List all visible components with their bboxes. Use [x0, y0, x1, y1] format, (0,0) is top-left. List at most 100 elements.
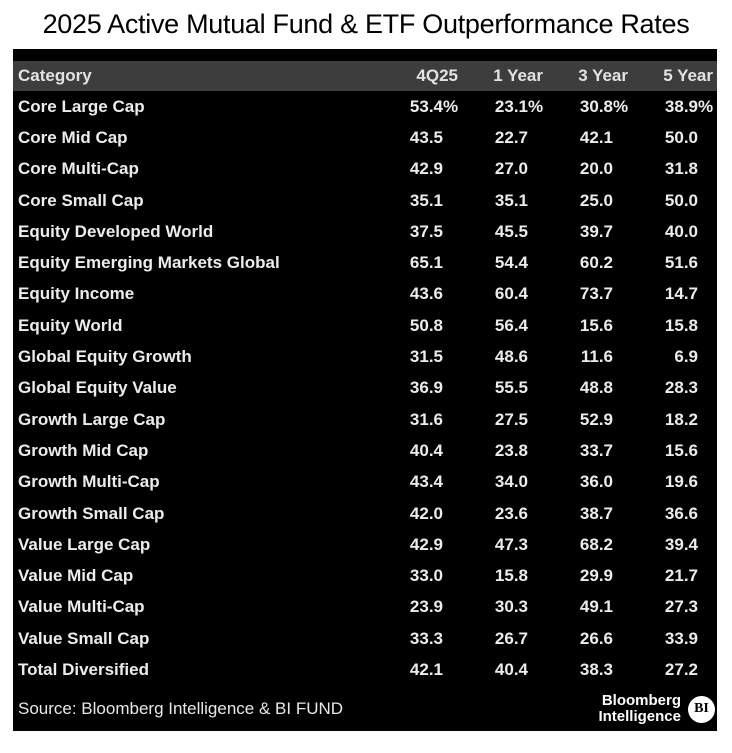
- value-cell: 42.9: [409, 159, 443, 179]
- category-cell: Growth Multi-Cap: [18, 472, 160, 492]
- category-cell: Core Mid Cap: [18, 127, 128, 147]
- category-cell: Equity Developed World: [18, 221, 214, 241]
- column-header-4q25: 4Q25: [416, 66, 458, 85]
- column-header-3-year: 3 Year: [578, 66, 628, 85]
- value-cell: 25.0: [579, 190, 613, 210]
- logo-wordmark: Bloomberg Intelligence: [598, 693, 681, 725]
- value-cell: 40.0: [664, 221, 698, 241]
- category-cell: Global Equity Value: [18, 378, 177, 398]
- value-cell: 38.3: [579, 659, 613, 679]
- table-row: Growth Large Cap 31.6 27.5 52.9 18.2: [13, 404, 717, 435]
- value-cell: 73.7: [579, 284, 613, 304]
- category-cell: Core Multi-Cap: [18, 159, 139, 179]
- value-cell: 36.9: [409, 378, 443, 398]
- value-cell: 15.8: [494, 566, 528, 586]
- category-cell: Growth Large Cap: [18, 409, 166, 429]
- value-cell: 15.6: [664, 440, 698, 460]
- value-cell: 21.7: [664, 566, 698, 586]
- value-cell: 29.9: [579, 566, 613, 586]
- column-header-1-year: 1 Year: [493, 66, 543, 85]
- value-cell: 35.1: [494, 190, 528, 210]
- value-cell: 22.7: [494, 127, 528, 147]
- table-row: Global Equity Growth 31.5 48.6 11.6 6.9: [13, 341, 717, 372]
- value-cell: 48.8: [579, 378, 613, 398]
- value-cell: 37.5: [409, 221, 443, 241]
- value-cell: 26.6: [579, 628, 613, 648]
- table-row: Growth Mid Cap 40.4 23.8 33.7 15.6: [13, 435, 717, 466]
- logo-line-2: Intelligence: [598, 708, 681, 725]
- bloomberg-intelligence-logo: Bloomberg Intelligence BI: [598, 693, 715, 725]
- table-row: Core Mid Cap 43.5 22.7 42.1 50.0: [13, 122, 717, 153]
- value-cell: 65.1: [409, 253, 443, 273]
- table-row: Core Multi-Cap 42.9 27.0 20.0 31.8: [13, 154, 717, 185]
- value-cell: 36.6: [664, 503, 698, 523]
- value-cell: 50.8: [409, 315, 443, 335]
- table-row: Value Mid Cap 33.0 15.8 29.9 21.7: [13, 560, 717, 591]
- value-cell: 43.4: [409, 472, 443, 492]
- value-cell: 42.0: [409, 503, 443, 523]
- category-cell: Core Small Cap: [18, 190, 144, 210]
- value-cell: 31.8: [664, 159, 698, 179]
- category-cell: Value Small Cap: [18, 628, 150, 648]
- source-note: Source: Bloomberg Intelligence & BI FUND: [18, 699, 344, 718]
- value-cell: 43.5: [409, 127, 443, 147]
- table-row: Global Equity Value 36.9 55.5 48.8 28.3: [13, 373, 717, 404]
- table-row: Equity Income 43.6 60.4 73.7 14.7: [13, 279, 717, 310]
- value-cell: 52.9: [579, 409, 613, 429]
- value-cell: 48.6: [494, 347, 528, 367]
- outperformance-table: Category 4Q25 1 Year 3 Year 5 Year Core …: [13, 49, 717, 731]
- value-cell: 60.4: [494, 284, 528, 304]
- value-cell: 39.4: [664, 534, 698, 554]
- table-header-row: Category 4Q25 1 Year 3 Year 5 Year: [13, 61, 717, 91]
- value-cell: 23.1%: [494, 96, 544, 116]
- value-cell: 50.0: [664, 190, 698, 210]
- category-cell: Equity Income: [18, 284, 135, 304]
- category-cell: Growth Small Cap: [18, 503, 165, 523]
- category-cell: Equity World: [18, 315, 123, 335]
- value-cell: 31.6: [409, 409, 443, 429]
- category-cell: Value Multi-Cap: [18, 597, 145, 617]
- category-cell: Global Equity Growth: [18, 347, 192, 367]
- value-cell: 50.0: [664, 127, 698, 147]
- value-cell: 53.4%: [409, 96, 459, 116]
- value-cell: 27.3: [664, 597, 698, 617]
- percent-sign: %: [443, 96, 459, 116]
- value-cell: 27.2: [664, 659, 698, 679]
- value-cell: 23.6: [494, 503, 528, 523]
- value-cell: 39.7: [579, 221, 613, 241]
- value-cell: 6.9: [674, 347, 698, 367]
- value-cell: 28.3: [664, 378, 698, 398]
- table-row: Core Large Cap 53.4% 23.1% 30.8% 38.9%: [13, 91, 717, 122]
- value-cell: 36.0: [579, 472, 613, 492]
- page-title: 2025 Active Mutual Fund & ETF Outperform…: [42, 9, 690, 39]
- column-header-5-year: 5 Year: [663, 66, 713, 85]
- category-cell: Value Large Cap: [18, 534, 151, 554]
- value-cell: 23.8: [494, 440, 528, 460]
- value-cell: 11.6: [580, 347, 613, 367]
- table-row: Value Multi-Cap 23.9 30.3 49.1 27.3: [13, 592, 717, 623]
- category-cell: Equity Emerging Markets Global: [18, 253, 280, 273]
- value-cell: 54.4: [494, 253, 528, 273]
- value-cell: 68.2: [579, 534, 613, 554]
- category-cell: Value Mid Cap: [18, 566, 134, 586]
- value-cell: 30.3: [494, 597, 528, 617]
- value-cell: 42.1: [579, 127, 613, 147]
- column-header-category: Category: [18, 66, 92, 85]
- table-row: Total Diversified 42.1 40.4 38.3 27.2: [13, 654, 717, 685]
- value-cell: 14.7: [664, 284, 698, 304]
- percent-sign: %: [698, 96, 714, 116]
- table-row: Equity Developed World 37.5 45.5 39.7 40.0: [13, 216, 717, 247]
- value-cell: 30.8%: [579, 96, 629, 116]
- page: 2025 Active Mutual Fund & ETF Outperform…: [0, 6, 732, 753]
- value-cell: 35.1: [409, 190, 443, 210]
- value-cell: 15.8: [664, 315, 698, 335]
- value-cell: 15.6: [579, 315, 613, 335]
- logo-line-1: Bloomberg: [601, 692, 681, 709]
- value-cell: 43.6: [409, 284, 443, 304]
- table-row: Equity World 50.8 56.4 15.6 15.8: [13, 310, 717, 341]
- table-body: Core Large Cap 53.4% 23.1% 30.8% 38.9% Core M…: [13, 91, 717, 686]
- value-cell: 31.5: [409, 347, 443, 367]
- value-cell: 38.7: [579, 503, 613, 523]
- value-cell: 40.4: [409, 440, 443, 460]
- value-cell: 23.9: [409, 597, 443, 617]
